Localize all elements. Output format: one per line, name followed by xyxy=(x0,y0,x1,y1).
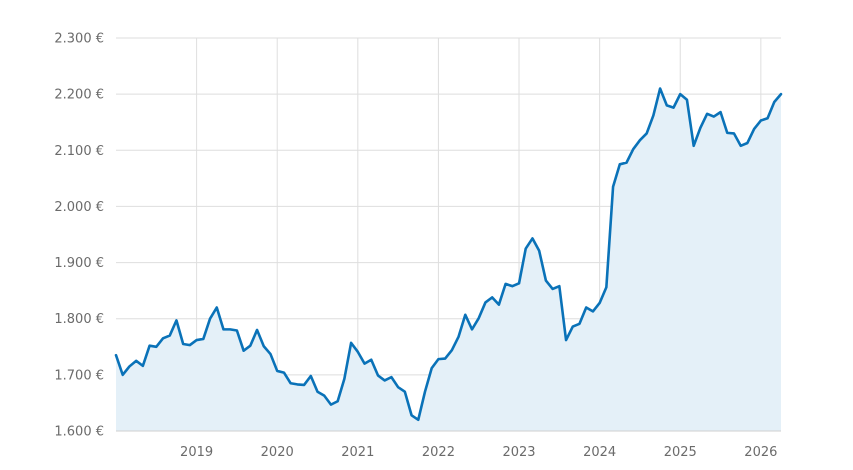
y-tick-label: 2.300 € xyxy=(54,32,104,47)
x-tick-label: 2021 xyxy=(341,445,374,460)
y-tick-label: 1.700 € xyxy=(54,368,104,383)
y-tick-label: 1.900 € xyxy=(54,256,104,271)
x-axis-tick-labels: 2019 2020 2021 2022 2023 2024 2025 2026 xyxy=(180,445,777,460)
x-tick-label: 2024 xyxy=(583,445,616,460)
y-tick-label: 2.000 € xyxy=(54,200,104,215)
x-tick-label: 2023 xyxy=(502,445,535,460)
series-line xyxy=(114,87,783,422)
x-tick-label: 2020 xyxy=(261,445,294,460)
y-tick-label: 2.200 € xyxy=(54,88,104,103)
x-tick-label: 2022 xyxy=(422,445,455,460)
x-tick-label: 2026 xyxy=(744,445,777,460)
y-tick-label: 1.800 € xyxy=(54,312,104,327)
y-tick-label: 1.600 € xyxy=(54,425,104,440)
x-tick-label: 2019 xyxy=(180,445,213,460)
y-tick-label: 2.100 € xyxy=(54,144,104,159)
y-axis-tick-labels: 1.600 € 1.700 € 1.800 € 1.900 € 2.000 € 2.100… xyxy=(54,32,104,440)
x-tick-label: 2025 xyxy=(664,445,697,460)
area-fill xyxy=(116,88,781,431)
